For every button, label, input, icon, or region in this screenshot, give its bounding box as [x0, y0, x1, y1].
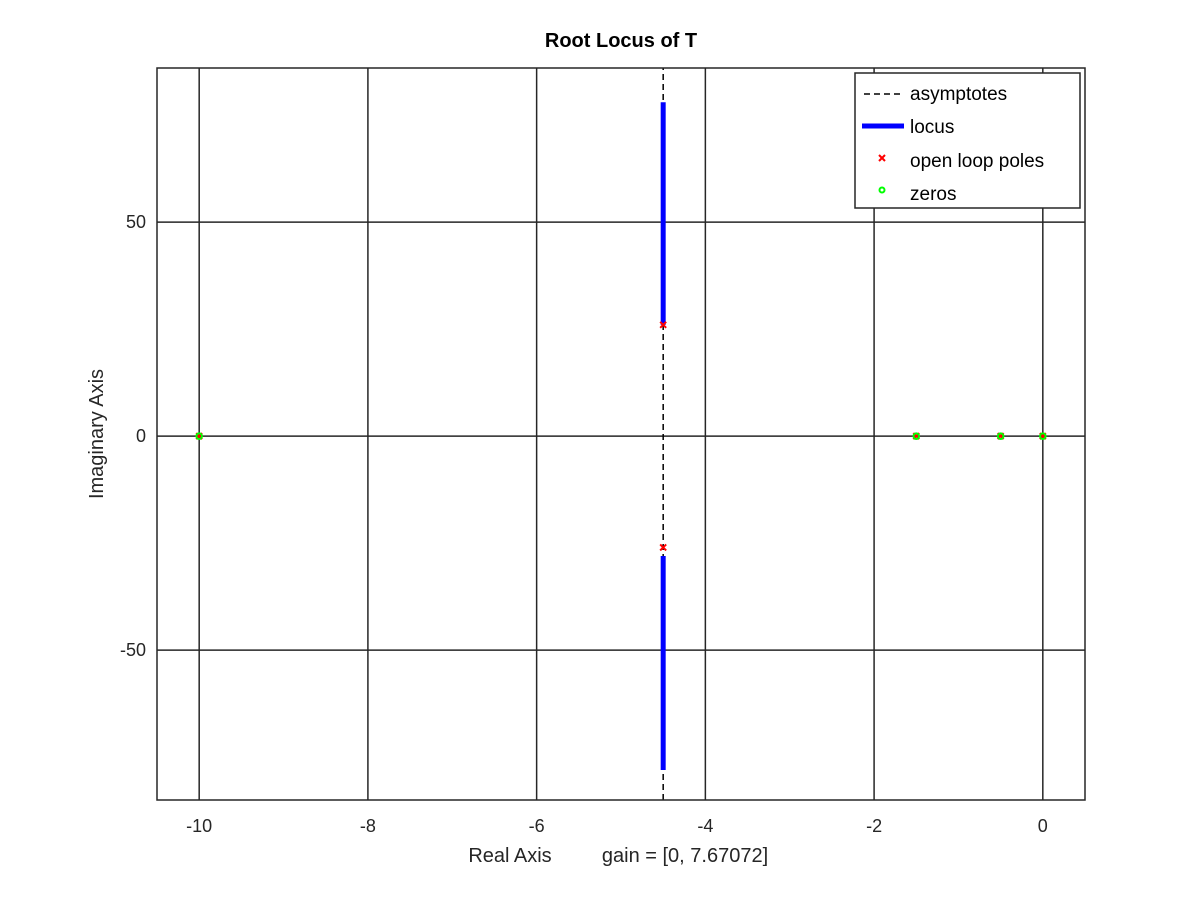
pole-marker [659, 321, 667, 329]
y-tick-label: -50 [120, 640, 146, 660]
x-tick-label: 0 [1038, 816, 1048, 836]
legend-poles-swatch [878, 154, 886, 162]
legend-asymptotes-label: asymptotes [910, 84, 1007, 105]
pole-marker-stroke [659, 543, 667, 552]
legend-poles-label: open loop poles [910, 151, 1044, 172]
zero-marker [195, 432, 203, 440]
pole-marker-stroke [659, 321, 667, 329]
legend: asymptotes locus open loop poles zeros [854, 72, 1081, 209]
x-axis-gain-label: gain = [0, 7.67072] [602, 845, 768, 867]
legend-locus-label: locus [910, 117, 954, 138]
axes-box [156, 67, 1086, 801]
pole-marker [659, 543, 667, 552]
legend-box [854, 72, 1081, 209]
x-axis-label: Real Axis [468, 845, 551, 867]
y-tick-label: 0 [136, 426, 146, 446]
legend-zeros-label: zeros [910, 184, 956, 205]
chart-title: Root Locus of T [545, 30, 697, 52]
x-tick-label: -4 [697, 816, 713, 836]
y-axis-label: Imaginary Axis [86, 369, 108, 499]
x-tick-label: -10 [186, 816, 212, 836]
x-tick-label: -8 [360, 816, 376, 836]
y-tick-label: 50 [126, 212, 146, 232]
legend-zeros-swatch [878, 186, 886, 194]
zero-marker [996, 432, 1005, 440]
zero-marker [912, 432, 921, 440]
zero-marker [1039, 432, 1047, 440]
x-tick-label: -2 [866, 816, 882, 836]
x-tick-label: -6 [529, 816, 545, 836]
